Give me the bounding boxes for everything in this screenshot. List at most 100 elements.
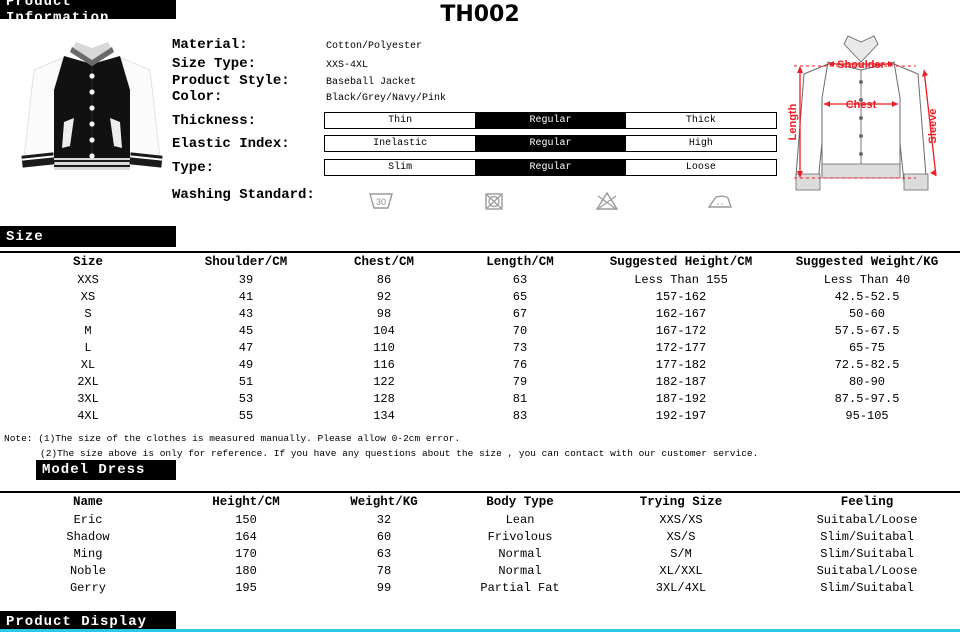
table-cell: M: [84, 324, 92, 338]
table-cell: 50-60: [848, 307, 885, 321]
spec-label-size-type: Size Type:: [172, 56, 257, 72]
option-thickness-thin[interactable]: Thin: [325, 113, 476, 128]
model-table-row: Eric 150 32 Lean XXS/XS Suitabal/Loose: [0, 512, 960, 529]
spec-label-thickness: Thickness:: [172, 113, 257, 129]
table-cell: 180: [235, 564, 257, 578]
size-table-body: XXS 39 86 63 Less Than 155 Less Than 40 XS 41 92…: [0, 272, 960, 425]
model-table-row: Shadow 164 60 Frivolous XS/S Slim/Suitabal: [0, 529, 960, 546]
table-cell: 122: [373, 375, 395, 389]
size-table-row: XS 41 92 65 157-162 42.5-52.5: [0, 289, 960, 306]
diagram-label-sleeve: Sleeve: [927, 109, 939, 144]
option-type-slim[interactable]: Slim: [325, 160, 476, 175]
table-cell: Slim/Suitabal: [820, 581, 914, 595]
size-note: Note: (1)The size of the clothes is meas…: [4, 431, 804, 461]
size-table-header-row: Size Shoulder/CM Chest/CM Length/CM Sugg…: [0, 253, 960, 272]
spec-value-product-style: Baseball Jacket: [326, 77, 417, 88]
table-cell: 63: [512, 273, 528, 287]
page-title: TH002: [440, 2, 520, 27]
size-table-row: M 45 104 70 167-172 57.5-67.5: [0, 323, 960, 340]
model-table-header-body-type: Body Type: [486, 495, 554, 509]
table-cell: 3XL: [77, 392, 99, 406]
table-cell: Shadow: [66, 530, 110, 544]
table-cell: 104: [373, 324, 395, 338]
table-cell: 86: [376, 273, 392, 287]
product-photo: [12, 30, 172, 190]
section-header-model-dress: Model Dress: [36, 460, 176, 480]
do-not-tumble-dry-icon: [437, 186, 550, 216]
measurement-diagram: Shoulder Chest Length Sleeve: [766, 26, 958, 212]
table-cell: 43: [238, 307, 254, 321]
table-cell: 41: [238, 290, 254, 304]
size-table-header-height: Suggested Height/CM: [609, 255, 753, 269]
table-cell: 3XL/4XL: [655, 581, 707, 595]
table-cell: 65: [512, 290, 528, 304]
table-cell: S: [84, 307, 92, 321]
table-cell: Slim/Suitabal: [820, 547, 914, 561]
size-table-header-size: Size: [72, 255, 103, 269]
table-cell: 45: [238, 324, 254, 338]
option-row-thickness[interactable]: Thin Regular Thick: [324, 112, 777, 129]
table-cell: 128: [373, 392, 395, 406]
table-cell: Slim/Suitabal: [820, 530, 914, 544]
option-elastic-high[interactable]: High: [625, 136, 776, 151]
spec-value-color: Black/Grey/Navy/Pink: [326, 93, 447, 104]
section-header-product-information: Product Information: [0, 0, 176, 26]
table-cell: 42.5-52.5: [834, 290, 900, 304]
model-table-header-weight: Weight/KG: [350, 495, 418, 509]
table-cell: 55: [238, 409, 254, 423]
table-cell: 53: [238, 392, 254, 406]
table-cell: 187-192: [655, 392, 707, 406]
model-dress-table: Name Height/CM Weight/KG Body Type Tryin…: [0, 493, 960, 597]
model-table-body: Eric 150 32 Lean XXS/XS Suitabal/Loose Shadow 1…: [0, 512, 960, 597]
table-cell: 65-75: [848, 341, 885, 355]
section-header-size: Size: [0, 226, 176, 247]
table-cell: 63: [376, 547, 392, 561]
option-elastic-regular[interactable]: Regular: [475, 136, 626, 151]
table-cell: 73: [512, 341, 528, 355]
table-cell: 2XL: [77, 375, 99, 389]
do-not-bleach-icon: [551, 186, 664, 216]
table-cell: 79: [512, 375, 528, 389]
table-cell: Gerry: [69, 581, 106, 595]
table-cell: 195: [235, 581, 257, 595]
table-cell: 57.5-67.5: [834, 324, 900, 338]
table-cell: 99: [376, 581, 392, 595]
table-cell: 182-187: [655, 375, 707, 389]
size-table-row: 4XL 55 134 83 192-197 95-105: [0, 408, 960, 425]
option-thickness-thick[interactable]: Thick: [625, 113, 776, 128]
option-thickness-regular[interactable]: Regular: [475, 113, 626, 128]
table-cell: 134: [373, 409, 395, 423]
size-table-row: 2XL 51 122 79 182-187 80-90: [0, 374, 960, 391]
table-cell: 92: [376, 290, 392, 304]
table-cell: L: [84, 341, 92, 355]
spec-label-product-style: Product Style:: [172, 73, 290, 89]
table-cell: XXS: [77, 273, 99, 287]
model-table-row: Noble 180 78 Normal XL/XXL Suitabal/Loose: [0, 563, 960, 580]
spec-label-elastic-index: Elastic Index:: [172, 136, 290, 152]
option-type-loose[interactable]: Loose: [625, 160, 776, 175]
table-cell: 167-172: [655, 324, 707, 338]
table-cell: Ming: [73, 547, 103, 561]
spec-label-washing-standard: Washing Standard:: [172, 187, 315, 203]
table-cell: 49: [238, 358, 254, 372]
option-row-elastic-index[interactable]: Inelastic Regular High: [324, 135, 777, 152]
size-table: Size Shoulder/CM Chest/CM Length/CM Sugg…: [0, 253, 960, 425]
table-cell: 95-105: [845, 409, 889, 423]
model-table-row: Ming 170 63 Normal S/M Slim/Suitabal: [0, 546, 960, 563]
table-cell: XS: [80, 290, 96, 304]
table-cell: 4XL: [77, 409, 99, 423]
model-table-top-rule: [0, 491, 960, 493]
table-cell: Noble: [69, 564, 106, 578]
diagram-label-length: Length: [787, 103, 799, 140]
bottom-accent-line: [0, 629, 960, 632]
table-cell: 157-162: [655, 290, 707, 304]
model-table-header-trying-size: Trying Size: [639, 495, 723, 509]
table-cell: 78: [376, 564, 392, 578]
table-cell: Frivolous: [487, 530, 553, 544]
option-type-regular[interactable]: Regular: [475, 160, 626, 175]
option-elastic-inelastic[interactable]: Inelastic: [325, 136, 476, 151]
model-table-header-height: Height/CM: [212, 495, 280, 509]
option-row-type[interactable]: Slim Regular Loose: [324, 159, 777, 176]
spec-label-type: Type:: [172, 160, 215, 176]
section-header-product-display: Product Display: [0, 611, 176, 632]
